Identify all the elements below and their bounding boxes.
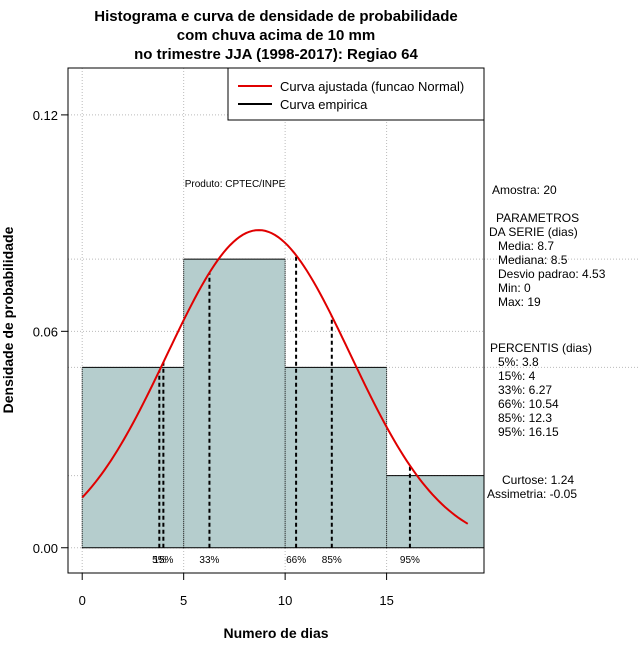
kurtosis: Curtose: 1.24 <box>502 473 574 487</box>
percentis-line-6: 85%: 12.3 <box>498 411 552 425</box>
bar-0 <box>82 367 184 548</box>
percentile-label-2: 33% <box>199 555 219 566</box>
x-tick-label-0: 0 <box>79 593 86 608</box>
y-tick-label-2: 0.12 <box>33 108 58 123</box>
normal-fit-path <box>81 229 469 525</box>
percentile-lines: 5%15% 33% 66% 85% 95% <box>152 255 420 566</box>
y-tick-label-0: 0.00 <box>33 541 58 556</box>
percentis-line-4: 33%: 6.27 <box>498 383 552 397</box>
params-line-7: Max: 19 <box>498 295 541 309</box>
skewness: Assimetria: -0.05 <box>487 487 577 501</box>
bar-2 <box>285 367 387 548</box>
sample-size: Amostra: 20 <box>492 183 557 197</box>
percentile-label-4: 85% <box>322 555 342 566</box>
params-line-6: Min: 0 <box>498 281 531 295</box>
params-line-4: Mediana: 8.5 <box>498 253 568 267</box>
x-tick-label-2: 10 <box>278 593 292 608</box>
y-axis-label: Densidade de probabilidade <box>0 226 16 413</box>
chart-title-line-2: com chuva acima de 10 mm <box>177 27 375 44</box>
percentile-label-3: 66% <box>286 555 306 566</box>
percentis-line-5: 66%: 10.54 <box>498 397 559 411</box>
legend-label-fit: Curva ajustada (funcao Normal) <box>280 79 464 94</box>
y-axis: 0.00 0.06 0.12 <box>33 108 69 556</box>
x-axis-label: Numero de dias <box>223 625 328 641</box>
bar-1 <box>183 259 286 548</box>
params-line-5: Desvio padrao: 4.53 <box>498 267 606 281</box>
params-line-1: PARAMETROS <box>496 211 579 225</box>
percentis-line-1: PERCENTIS (dias) <box>490 341 592 355</box>
percentile-label-5: 95% <box>400 555 420 566</box>
side-panel: Amostra: 20 PARAMETROS DA SERIE (dias) M… <box>487 183 606 501</box>
chart-title-line-3: no trimestre JJA (1998-2017): Regiao 64 <box>134 46 418 63</box>
percentile-label-0: 5% <box>152 555 167 566</box>
x-tick-label-3: 15 <box>379 593 393 608</box>
product-annotation: Produto: CPTEC/INPE <box>185 179 286 190</box>
legend-label-empirical: Curva empirica <box>280 97 368 112</box>
y-tick-label-1: 0.06 <box>33 324 58 339</box>
x-axis: 0 5 10 15 <box>79 572 394 608</box>
percentis-line-2: 5%: 3.8 <box>498 355 539 369</box>
legend-box <box>227 67 485 121</box>
chart-title-line-1: Histograma e curva de densidade de proba… <box>94 8 457 25</box>
percentis-line-7: 95%: 16.15 <box>498 425 559 439</box>
histogram-bars <box>81 258 484 549</box>
percentis-line-3: 15%: 4 <box>498 369 536 383</box>
params-line-2: DA SERIE (dias) <box>489 225 578 239</box>
bar-3 <box>386 475 484 548</box>
x-tick-label-1: 5 <box>180 593 187 608</box>
normal-fit-curve <box>81 229 469 525</box>
legend: Curva ajustada (funcao Normal) Curva emp… <box>227 67 485 121</box>
params-line-3: Media: 8.7 <box>498 239 554 253</box>
percentile-label-1: 15% <box>153 555 173 566</box>
